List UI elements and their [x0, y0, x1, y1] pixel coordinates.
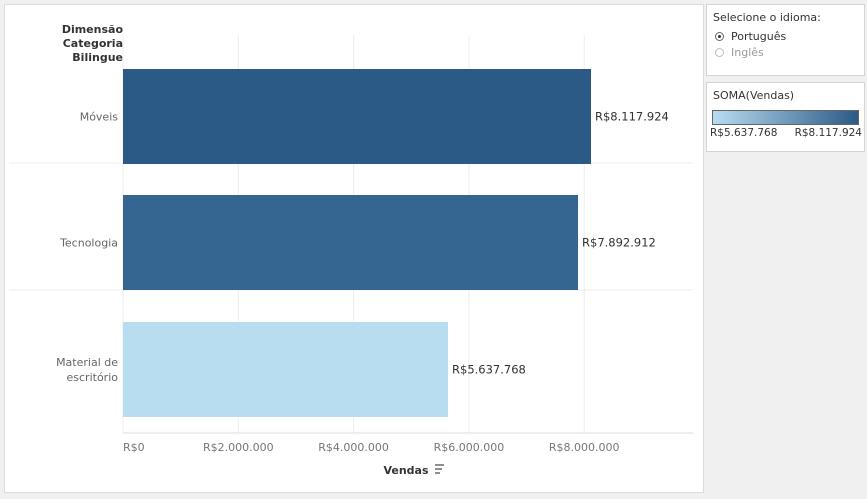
radio-label-portugues: Português: [731, 29, 787, 43]
radio-option-ingles[interactable]: Inglês: [707, 44, 864, 60]
category-label: escritório: [67, 371, 119, 384]
x-axis-title: Vendas: [383, 464, 429, 477]
color-legend-card: SOMA(Vendas) R$5.637.768 R$8.117.924: [706, 82, 865, 152]
radio-selected-icon[interactable]: [715, 31, 724, 41]
data-label: R$7.892.912: [582, 236, 656, 250]
side-panel: Selecione o idioma: Português Inglês SOM…: [706, 4, 867, 491]
category-label: Material de: [56, 356, 118, 369]
bar-chart: R$8.117.924 Móveis R$7.892.912 Tecnologia R$…: [9, 35, 693, 477]
x-tick-label: R$4.000.000: [318, 441, 389, 454]
row-header-title: Dimensão Categoria Bilingue: [61, 23, 123, 64]
bar: [123, 69, 591, 164]
data-label: R$5.637.768: [452, 363, 526, 377]
radio-unselected-icon[interactable]: [715, 47, 724, 57]
radio-label-ingles: Inglês: [731, 45, 764, 59]
bar: [123, 322, 449, 417]
sort-descending-icon[interactable]: [435, 464, 444, 474]
category-label: Móveis: [80, 111, 119, 124]
language-filter-title: Selecione o idioma:: [713, 11, 821, 24]
color-legend-ramp: [712, 110, 859, 125]
legend-max-label: R$8.117.924: [794, 127, 862, 139]
category-label: Tecnologia: [59, 237, 118, 250]
x-tick-label: R$2.000.000: [203, 441, 274, 454]
radio-option-portugues[interactable]: Português: [707, 28, 864, 44]
data-label: R$8.117.924: [595, 110, 669, 124]
x-tick-label: R$8.000.000: [549, 441, 620, 454]
language-filter-card: Selecione o idioma: Português Inglês: [706, 4, 865, 76]
legend-min-label: R$5.637.768: [710, 127, 778, 139]
x-tick-label: R$6.000.000: [434, 441, 505, 454]
x-tick-label: R$0: [123, 441, 145, 454]
chart-panel: Dimensão Categoria Bilingue R$8.117.924 M…: [4, 4, 704, 493]
bar: [123, 195, 579, 290]
color-legend-title: SOMA(Vendas): [713, 89, 795, 102]
